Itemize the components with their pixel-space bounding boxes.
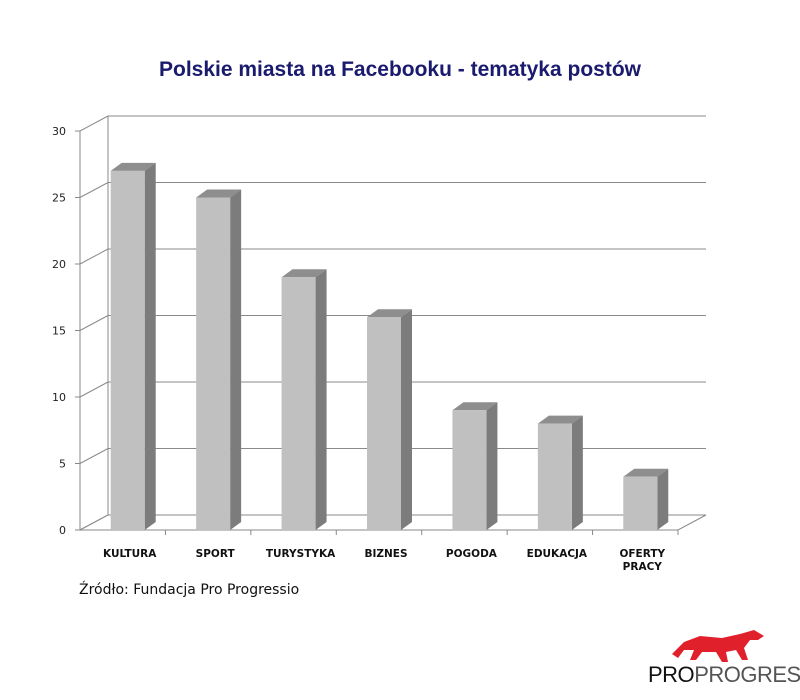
- chart-title: Polskie miasta na Facebooku - tematyka p…: [159, 58, 641, 81]
- bar-front: [110, 170, 145, 530]
- y-tick-label: 0: [59, 524, 66, 537]
- bar-front: [623, 476, 658, 530]
- bar-front: [281, 277, 316, 530]
- bar-sport: [196, 189, 242, 530]
- x-tick-label: POGODA: [446, 548, 498, 560]
- bar-top: [452, 402, 498, 411]
- x-tick-label: KULTURA: [103, 548, 157, 560]
- x-tick-label: TURYSTYKA: [266, 548, 336, 560]
- x-tick-label: OFERTY: [619, 548, 665, 560]
- y-tick-label: 5: [59, 458, 66, 471]
- bar-top: [367, 309, 412, 318]
- gridline-depth: [79, 381, 109, 398]
- bar-side: [657, 468, 669, 530]
- bar-turystyka: [281, 269, 327, 530]
- bar-pogoda: [452, 402, 498, 530]
- bar-top: [281, 269, 327, 278]
- bar-side: [144, 162, 156, 530]
- y-tick-label: 15: [52, 325, 66, 338]
- logo-text: PROPROGRESSIO: [648, 662, 800, 688]
- bar-front: [367, 317, 401, 530]
- bar-side: [401, 309, 412, 530]
- pro-progressio-logo: PROPROGRESSIO: [648, 628, 800, 688]
- x-tick-label: SPORT: [196, 548, 236, 560]
- bar-oferty-pracy: [623, 468, 669, 530]
- cougar-logo-icon: [672, 630, 764, 662]
- bar-biznes: [367, 309, 412, 530]
- source-note: Źródło: Fundacja Pro Progressio: [79, 582, 300, 598]
- x-tick-label: BIZNES: [364, 548, 407, 560]
- bar-top: [537, 415, 583, 424]
- x-tick-label: EDUKACJA: [527, 548, 588, 560]
- bar-front: [537, 423, 572, 530]
- bar-top: [110, 162, 156, 171]
- gridline-depth: [79, 315, 109, 331]
- bar-side: [486, 402, 498, 530]
- bar-top: [623, 468, 669, 477]
- bar-side: [315, 269, 327, 530]
- bar-kultura: [110, 162, 156, 530]
- y-tick-label: 25: [52, 192, 66, 205]
- bar-top: [196, 189, 242, 198]
- bar-edukacja: [537, 415, 583, 530]
- x-tick-label: PRACY: [623, 561, 663, 573]
- gridline-depth: [79, 115, 109, 132]
- bar-side: [571, 415, 583, 530]
- logo-text-progressio: PROGRESSIO: [694, 662, 800, 687]
- gridline-depth: [79, 182, 109, 198]
- gridline-depth: [79, 248, 109, 265]
- y-tick-label: 10: [52, 391, 66, 404]
- y-tick-label: 20: [52, 258, 66, 271]
- bar-side: [230, 189, 242, 530]
- y-tick-label: 30: [52, 125, 66, 138]
- bar-front: [196, 197, 231, 530]
- bar-front: [452, 410, 487, 530]
- logo-text-pro: PRO: [648, 662, 695, 687]
- gridline-depth: [79, 448, 109, 464]
